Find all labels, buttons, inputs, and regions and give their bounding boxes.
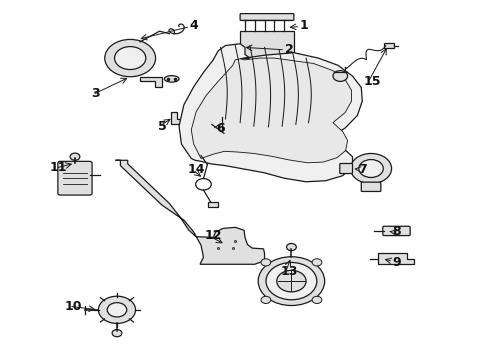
FancyBboxPatch shape (240, 14, 294, 21)
Circle shape (98, 296, 136, 323)
Circle shape (287, 243, 296, 251)
Text: 3: 3 (92, 87, 100, 100)
Polygon shape (171, 112, 188, 125)
Circle shape (266, 262, 317, 300)
FancyBboxPatch shape (383, 226, 410, 235)
Text: 15: 15 (363, 75, 381, 88)
Polygon shape (140, 77, 162, 87)
Circle shape (350, 153, 392, 184)
FancyBboxPatch shape (340, 163, 352, 174)
Circle shape (261, 259, 271, 266)
Circle shape (261, 296, 271, 303)
Circle shape (333, 71, 347, 81)
Polygon shape (240, 31, 294, 58)
Bar (208, 202, 218, 207)
Text: 9: 9 (392, 256, 401, 269)
Circle shape (112, 329, 122, 337)
Circle shape (359, 159, 383, 177)
Text: 2: 2 (285, 42, 294, 55)
Text: 5: 5 (158, 120, 166, 133)
FancyBboxPatch shape (361, 182, 381, 192)
Bar (384, 43, 394, 48)
Text: 7: 7 (358, 163, 367, 176)
Circle shape (258, 257, 325, 306)
Ellipse shape (216, 113, 227, 118)
Text: 4: 4 (189, 19, 198, 32)
Polygon shape (179, 44, 362, 182)
Circle shape (277, 270, 306, 292)
Circle shape (312, 259, 322, 266)
Text: 12: 12 (204, 229, 222, 242)
Text: 14: 14 (187, 163, 205, 176)
FancyBboxPatch shape (58, 161, 92, 195)
Polygon shape (378, 253, 414, 264)
Text: 13: 13 (280, 265, 297, 278)
Ellipse shape (164, 76, 179, 82)
Polygon shape (116, 160, 265, 264)
Text: 6: 6 (216, 122, 225, 135)
Polygon shape (191, 58, 351, 163)
Circle shape (115, 46, 146, 69)
Circle shape (70, 153, 80, 160)
Text: 8: 8 (392, 225, 401, 238)
Circle shape (107, 303, 127, 317)
Text: 1: 1 (299, 19, 308, 32)
Text: 11: 11 (49, 161, 67, 174)
Circle shape (312, 296, 322, 303)
Text: 10: 10 (64, 300, 82, 313)
Circle shape (105, 40, 156, 77)
